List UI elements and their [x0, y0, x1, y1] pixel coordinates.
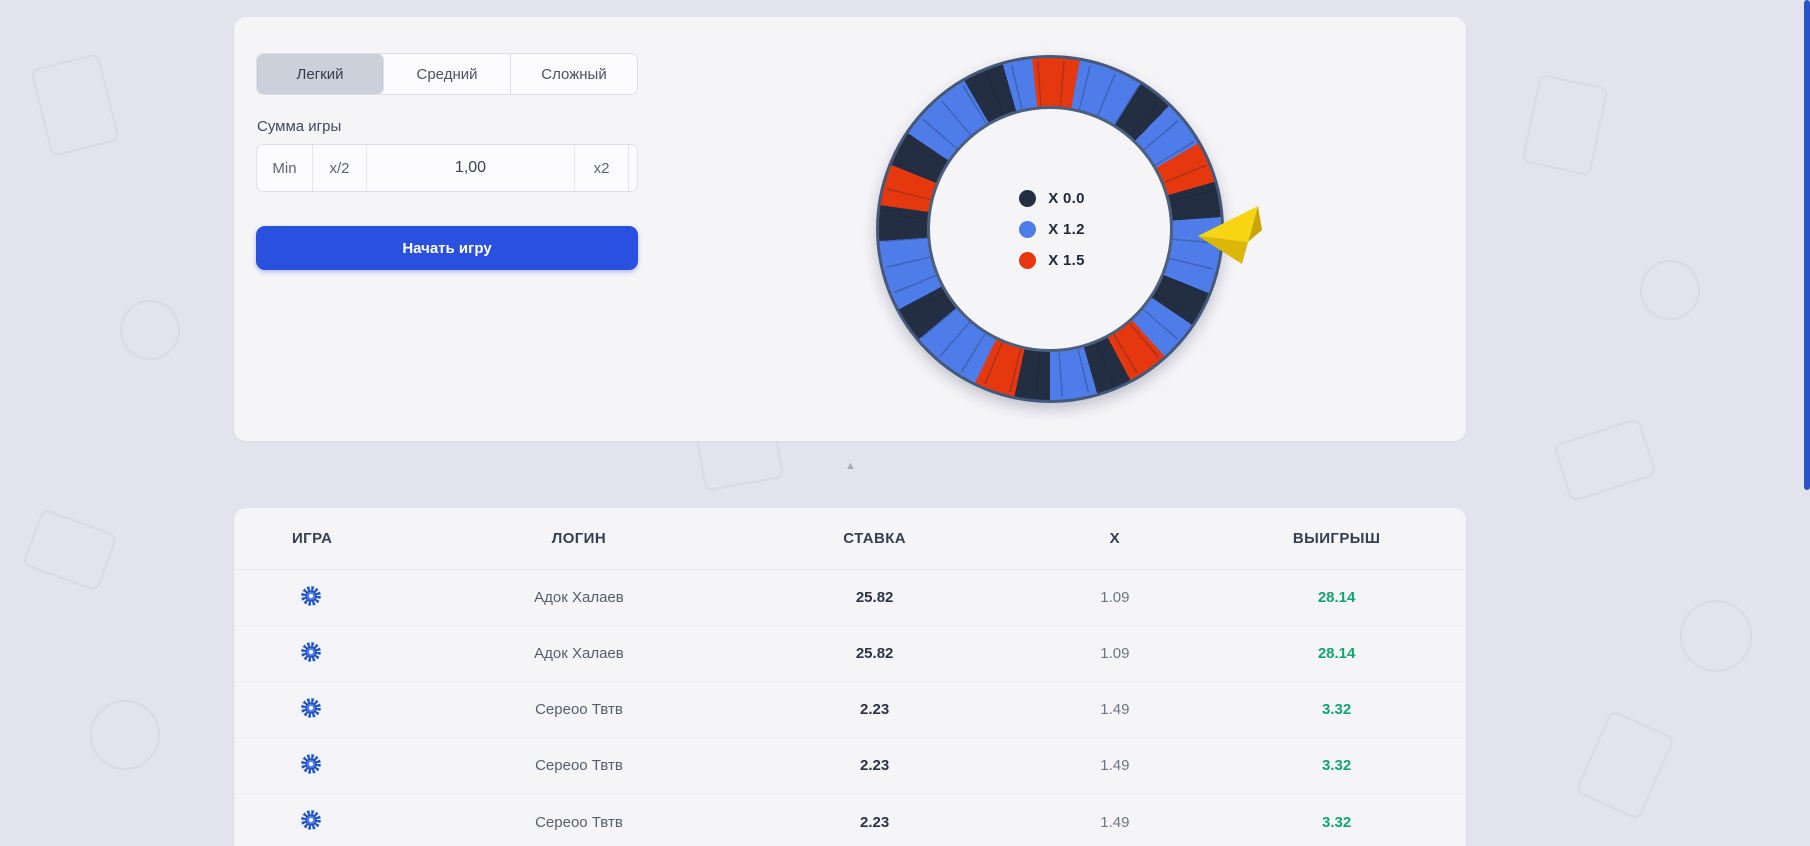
legend-color-dot	[1019, 189, 1037, 207]
tab-hard[interactable]: Сложный	[541, 65, 607, 83]
row-login: Сереоо Твтв	[535, 701, 623, 718]
game-wheel-icon[interactable]	[300, 753, 322, 775]
table-body: Адок Халаев 25.82 1.09 28.14 Адок Халаев…	[234, 570, 1466, 846]
table-row: Адок Халаев 25.82 1.09 28.14	[234, 570, 1466, 626]
row-multiplier: 1.49	[1100, 757, 1130, 774]
difficulty-tabs: Легкий Средний Сложный	[256, 53, 638, 95]
row-bet: 25.82	[855, 589, 894, 606]
start-game-button[interactable]: Начать игру	[256, 226, 638, 270]
game-wheel-icon[interactable]	[300, 585, 322, 607]
row-login: Адок Халаев	[534, 645, 624, 662]
wheel-legend-item: X 1.5	[1019, 251, 1085, 269]
bet-max-button[interactable]: Max	[629, 145, 637, 191]
bet-half-button[interactable]: x/2	[313, 145, 367, 191]
background-doodle	[1680, 600, 1752, 672]
legend-label: X 1.2	[1048, 220, 1085, 238]
wheel-center: X 0.0 X 1.2 X 1.5	[927, 106, 1173, 352]
background-doodle	[30, 52, 120, 158]
background-doodle	[1521, 73, 1609, 177]
tab-easy[interactable]: Легкий	[257, 54, 384, 94]
tab-medium[interactable]: Средний	[384, 54, 511, 94]
scroll-up-icon[interactable]: ▲	[845, 460, 856, 472]
bet-amount-input[interactable]	[367, 145, 575, 191]
background-doodle	[90, 700, 160, 770]
header-bet: СТАВКА	[843, 530, 906, 547]
legend-label: X 1.5	[1048, 251, 1085, 269]
background-doodle	[1574, 709, 1676, 821]
row-multiplier: 1.09	[1100, 645, 1130, 662]
header-multiplier: X	[1109, 530, 1121, 547]
row-bet: 2.23	[860, 813, 890, 831]
game-wheel-icon[interactable]	[300, 641, 322, 663]
table-row: Сереоо Твтв 2.23 1.49 3.32	[234, 738, 1466, 794]
table-header-row: ИГРА ЛОГИН СТАВКА X ВЫИГРЫШ	[234, 508, 1466, 570]
row-bet: 2.23	[860, 701, 890, 718]
wheel-pointer-icon	[1198, 206, 1262, 264]
game-wheel-icon[interactable]	[300, 697, 322, 719]
table-row: Адок Халаев 25.82 1.09 28.14	[234, 626, 1466, 682]
header-win: ВЫИГРЫШ	[1292, 530, 1381, 547]
background-doodle	[1640, 260, 1700, 320]
bet-amount-controls: Min x/2 x2 Max	[256, 144, 638, 192]
row-login: Сереоо Твтв	[535, 813, 623, 831]
table-row: Сереоо Твтв 2.23 1.49 3.32	[234, 682, 1466, 738]
legend-color-dot	[1019, 251, 1037, 269]
row-win: 3.32	[1322, 757, 1352, 774]
bet-double-button[interactable]: x2	[575, 145, 629, 191]
bet-min-button[interactable]: Min	[257, 145, 313, 191]
background-doodle	[120, 300, 180, 360]
row-multiplier: 1.09	[1100, 589, 1130, 606]
row-login: Адок Халаев	[534, 589, 624, 606]
background-doodle	[1552, 417, 1658, 503]
row-win: 3.32	[1322, 813, 1352, 831]
game-wheel-icon[interactable]	[300, 809, 322, 831]
wheel-legend: X 0.0 X 1.2 X 1.5	[1019, 189, 1085, 269]
legend-color-dot	[1019, 220, 1037, 238]
page-scrollbar[interactable]	[1804, 0, 1810, 490]
row-login: Сереоо Твтв	[535, 757, 623, 774]
row-bet: 25.82	[855, 645, 894, 662]
header-login: ЛОГИН	[551, 530, 607, 547]
header-game: ИГРА	[292, 530, 333, 547]
row-multiplier: 1.49	[1100, 813, 1130, 831]
row-bet: 2.23	[860, 757, 890, 774]
legend-label: X 0.0	[1048, 189, 1085, 207]
background-doodle	[22, 508, 118, 592]
wheel-legend-item: X 0.0	[1019, 189, 1085, 207]
game-panel: Легкий Средний Сложный Сумма игры Min x/…	[234, 17, 1466, 441]
row-multiplier: 1.49	[1100, 701, 1130, 718]
row-win: 28.14	[1317, 645, 1356, 662]
fortune-wheel: X 0.0 X 1.2 X 1.5	[876, 55, 1224, 403]
row-win: 3.32	[1322, 701, 1352, 718]
row-win: 28.14	[1317, 589, 1356, 606]
bet-amount-label: Сумма игры	[257, 118, 342, 135]
wheel-legend-item: X 1.2	[1019, 220, 1085, 238]
results-table-card: ИГРА ЛОГИН СТАВКА X ВЫИГРЫШ Адок Халаев …	[234, 508, 1466, 846]
table-row: Сереоо Твтв 2.23 1.49 3.32	[234, 794, 1466, 846]
